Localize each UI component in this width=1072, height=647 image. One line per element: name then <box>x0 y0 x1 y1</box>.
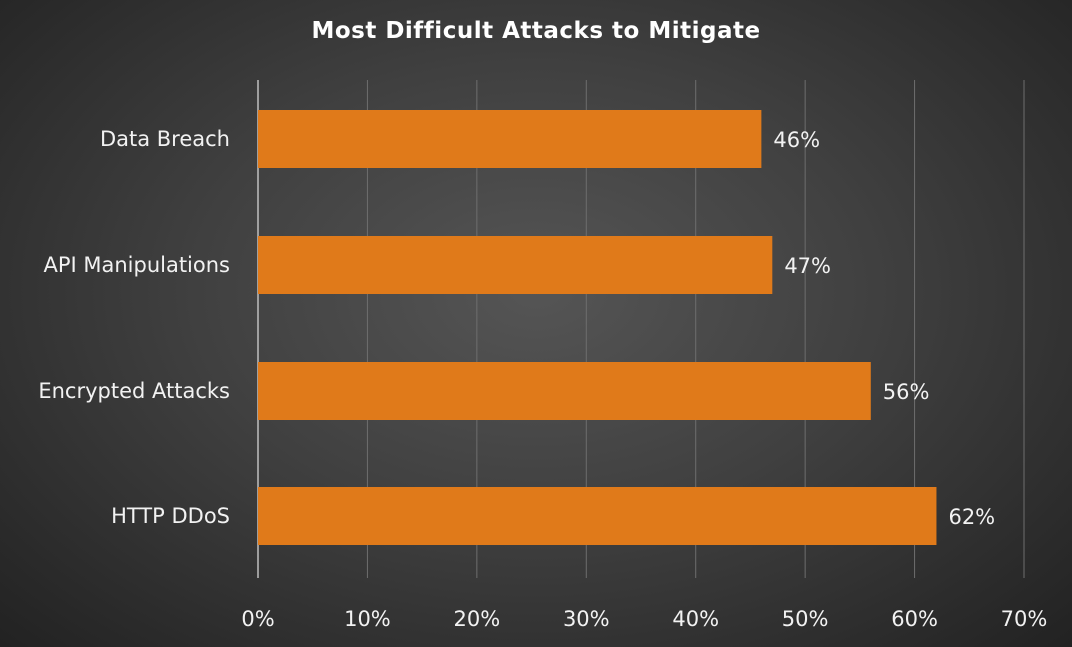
x-tick-label-30: 30% <box>563 607 610 631</box>
data-label-3: 62% <box>948 505 995 529</box>
category-label-1: API Manipulations <box>43 253 230 277</box>
data-label-0: 46% <box>773 128 820 152</box>
x-tick-label-0: 0% <box>241 607 274 631</box>
bar-2 <box>258 362 871 420</box>
bar-1 <box>258 236 773 294</box>
x-tick-label-60: 60% <box>891 607 938 631</box>
x-tick-label-10: 10% <box>344 607 391 631</box>
data-label-1: 47% <box>784 254 831 278</box>
category-label-3: HTTP DDoS <box>111 504 230 528</box>
category-label-2: Encrypted Attacks <box>38 379 230 403</box>
x-tick-label-50: 50% <box>782 607 829 631</box>
chart-title: Most Difficult Attacks to Mitigate <box>311 18 761 44</box>
category-label-0: Data Breach <box>100 127 230 151</box>
x-tick-label-40: 40% <box>672 607 719 631</box>
data-label-2: 56% <box>883 380 930 404</box>
x-tick-label-20: 20% <box>454 607 501 631</box>
x-tick-label-70: 70% <box>1001 607 1048 631</box>
bar-0 <box>258 110 762 168</box>
bar-3 <box>258 487 937 545</box>
